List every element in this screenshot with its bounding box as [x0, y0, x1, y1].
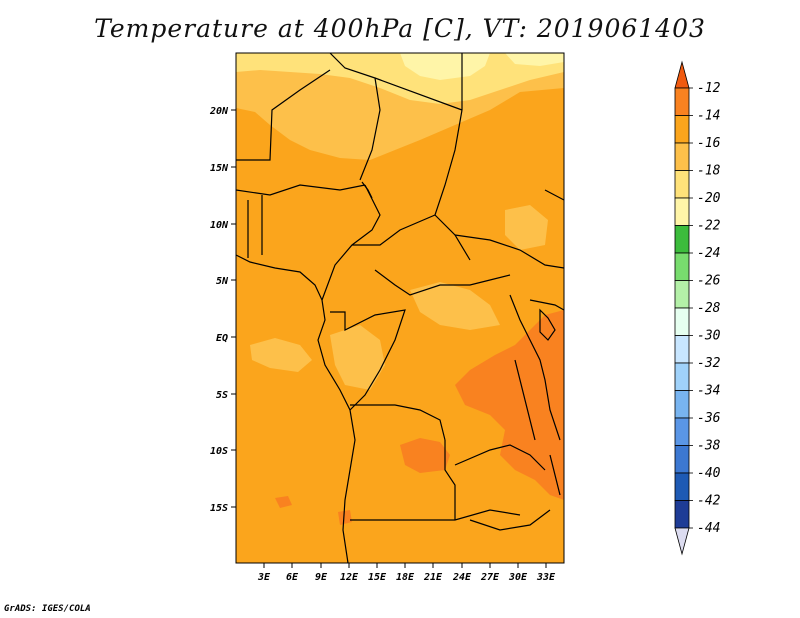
- lat-label-5s: 5S: [216, 390, 228, 401]
- map-frame: [235, 52, 565, 564]
- lon-label-9e: 9E: [315, 572, 328, 583]
- border-ethiopia: [544, 189, 564, 201]
- field-minus14-east: [455, 310, 564, 500]
- lat-label-15n: 15N: [210, 163, 229, 174]
- lon-label-3e: 3E: [257, 572, 271, 583]
- longitude-axis: [263, 563, 547, 568]
- colorbar-box: [674, 87, 690, 116]
- field-minus18-patch-2: [330, 325, 385, 390]
- border-car-south: [374, 269, 511, 296]
- colorbar-box: [674, 307, 690, 336]
- field-minus22-north: [400, 53, 490, 80]
- colorbar-label: -40: [697, 466, 721, 481]
- border-uganda-kenya: [529, 299, 564, 311]
- field-minus18-patch-3: [410, 282, 500, 330]
- colorbar-label: -20: [697, 191, 721, 206]
- colorbar-box: [674, 252, 690, 281]
- lat-label-5n: 5N: [216, 276, 229, 287]
- colorbar-box: [674, 417, 690, 446]
- lake-victoria: [539, 308, 556, 341]
- colorbar-box: [674, 445, 690, 474]
- lon-label-27e: 27E: [480, 572, 500, 583]
- field-minus14-small-1: [275, 496, 292, 508]
- colorbar-label: -22: [697, 219, 721, 234]
- colorbar-box: [674, 115, 690, 144]
- grads-credit: GrADS: IGES/COLA: [4, 604, 91, 614]
- border-zambia-south: [469, 509, 551, 531]
- lon-label-12e: 12E: [340, 572, 359, 583]
- colorbar-label: -24: [697, 246, 720, 261]
- border-algeria-libya: [329, 53, 381, 181]
- border-guinea-gulf: [247, 195, 263, 258]
- lon-label-21e: 21E: [423, 572, 443, 583]
- colorbar-label: -12: [697, 81, 721, 96]
- lake-tanganyika: [514, 359, 536, 441]
- colorbar-label: -28: [697, 301, 721, 316]
- lat-label-eq: EQ: [216, 333, 228, 344]
- border-drc-east: [509, 294, 561, 441]
- colorbar-label: -26: [697, 274, 721, 289]
- lon-label-30e: 30E: [508, 572, 528, 583]
- colorbar-label: -34: [697, 384, 720, 399]
- lat-label-10s: 10S: [210, 446, 228, 457]
- border-nigeria-cameroon: [321, 184, 381, 301]
- colorbar-box: [674, 280, 690, 309]
- colorbar-label: -16: [697, 136, 721, 151]
- colorbar: -12 -14 -16 -18 -20 -22 -24 -26 -28 -30 -32 -34 -36 -…: [674, 60, 721, 556]
- border-cameroon-car: [352, 214, 436, 246]
- lon-label-24e: 24E: [452, 572, 472, 583]
- border-chad-sudan: [434, 109, 471, 261]
- country-borders: [236, 53, 564, 563]
- colorbar-arrow-bottom: [674, 527, 690, 556]
- border-sudan-ss: [454, 234, 564, 269]
- field-minus22-ne: [505, 53, 564, 66]
- border-drc-west: [330, 309, 406, 411]
- field-minus18-patch-4: [505, 205, 548, 250]
- colorbar-box: [674, 142, 690, 171]
- border-angola-north: [350, 404, 446, 441]
- temperature-field: [236, 53, 564, 563]
- border-niger-mali: [236, 69, 331, 161]
- colorbar-label: -18: [697, 164, 721, 179]
- border-angola-zambia: [444, 440, 456, 520]
- colorbar-box: [674, 335, 690, 364]
- lon-label-15e: 15E: [368, 572, 387, 583]
- border-niger-chad: [374, 77, 463, 111]
- colorbar-box: [674, 500, 690, 529]
- lat-label-10n: 10N: [210, 220, 229, 231]
- border-niger-south: [236, 184, 366, 196]
- colorbar-label: -30: [697, 329, 721, 344]
- latitude-axis: [231, 109, 236, 508]
- colorbar-label: -14: [697, 109, 720, 124]
- lon-label-6e: 6E: [286, 572, 299, 583]
- colorbar-label: -36: [697, 411, 721, 426]
- colorbar-arrow-top: [674, 60, 690, 89]
- coastline-west: [236, 254, 356, 563]
- border-namibia: [350, 509, 521, 521]
- colorbar-box: [674, 197, 690, 226]
- colorbar-box: [674, 225, 690, 254]
- lon-label-33e: 33E: [536, 572, 556, 583]
- lake-chad: [361, 181, 373, 199]
- border-zambia-drc: [454, 444, 546, 471]
- lon-label-18e: 18E: [396, 572, 415, 583]
- colorbar-box: [674, 170, 690, 199]
- colorbar-label: -44: [697, 521, 720, 536]
- field-minus14-angola: [400, 438, 450, 473]
- colorbar-box: [674, 390, 690, 419]
- lat-label-15s: 15S: [210, 503, 228, 514]
- field-minus14-small-2: [338, 510, 352, 525]
- colorbar-label: -42: [697, 494, 721, 509]
- colorbar-box: [674, 472, 690, 501]
- colorbar-label: -32: [697, 356, 721, 371]
- colorbar-box: [674, 362, 690, 391]
- chart-title: Temperature at 400hPa [C], VT: 201906140…: [94, 14, 706, 43]
- field-minus18-patch-1: [250, 338, 312, 372]
- colorbar-label: -38: [697, 439, 721, 454]
- lake-malawi: [549, 454, 561, 496]
- lat-label-20n: 20N: [209, 106, 229, 117]
